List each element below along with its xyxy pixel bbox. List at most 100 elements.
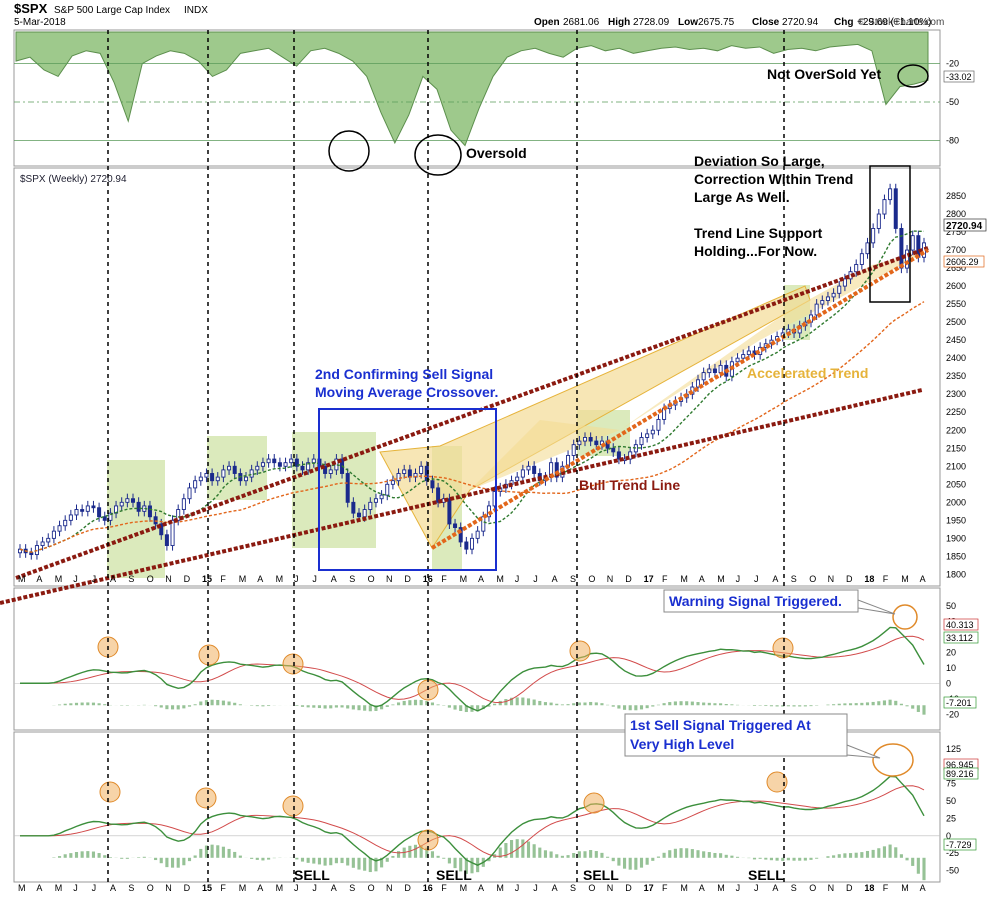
candle-body bbox=[379, 494, 384, 500]
macd-histogram-bar bbox=[775, 705, 779, 707]
candle-body bbox=[29, 552, 34, 556]
high-value: 2728.09 bbox=[633, 17, 670, 28]
macd-histogram-bar bbox=[894, 847, 898, 858]
ma-value: 2606.29 bbox=[946, 257, 979, 267]
macd-histogram-bar bbox=[176, 705, 180, 710]
chg-label: Chg bbox=[834, 17, 853, 28]
first-sell-line-1: 1st Sell Signal Triggered At bbox=[630, 717, 811, 733]
macd-histogram-bar bbox=[57, 704, 62, 706]
candle-body bbox=[453, 523, 458, 528]
candle-body bbox=[300, 465, 305, 471]
macd2-panel bbox=[13, 731, 941, 883]
price-tick-label: 2500 bbox=[946, 317, 966, 327]
candle-body bbox=[645, 433, 650, 438]
x-axis-label: A bbox=[699, 883, 705, 893]
candle-body bbox=[311, 458, 316, 464]
macd-histogram-bar bbox=[368, 705, 372, 712]
macd-tick-label: -20 bbox=[946, 709, 959, 719]
macd-histogram-bar bbox=[413, 699, 418, 706]
macd-histogram-bar bbox=[159, 857, 163, 864]
x-axis-label: D bbox=[625, 883, 632, 893]
x-axis-label: F bbox=[220, 883, 226, 893]
macd-histogram-bar bbox=[498, 847, 502, 858]
macd-histogram-bar bbox=[91, 851, 96, 858]
x-axis-label: M bbox=[717, 883, 725, 893]
macd-histogram-bar bbox=[464, 857, 468, 874]
candle-body bbox=[520, 469, 525, 478]
first-sell-callout: 1st Sell Signal Triggered At Very High L… bbox=[624, 713, 881, 759]
macd-histogram-bar bbox=[538, 847, 542, 858]
second-sell-line-1: 2nd Confirming Sell Signal bbox=[315, 366, 493, 382]
x-axis-label: M bbox=[239, 883, 247, 893]
macd-histogram-bar bbox=[752, 857, 757, 860]
x-axis-label: J bbox=[92, 574, 97, 584]
macd-histogram-bar bbox=[295, 857, 299, 860]
x-axis-label: O bbox=[147, 574, 154, 584]
macd-histogram-bar bbox=[526, 841, 531, 858]
macd1-value-3: -7.201 bbox=[946, 698, 972, 708]
macd-histogram-bar bbox=[594, 851, 598, 858]
macd-histogram-bar bbox=[125, 857, 129, 859]
macd-histogram-bar bbox=[882, 846, 887, 858]
candle-body bbox=[345, 473, 350, 503]
candle-body bbox=[108, 512, 113, 521]
macd-histogram-bar bbox=[267, 705, 271, 707]
macd-histogram-bar bbox=[690, 701, 694, 706]
macd-histogram-bar bbox=[899, 703, 903, 706]
candle-body bbox=[469, 537, 475, 550]
candle-body bbox=[515, 476, 520, 482]
candle-body bbox=[97, 507, 102, 518]
macd-histogram-bar bbox=[334, 857, 338, 864]
macd-histogram-bar bbox=[317, 857, 322, 865]
x-axis-label: A bbox=[478, 883, 484, 893]
candle-body bbox=[436, 487, 441, 503]
x-axis-label: A bbox=[257, 574, 263, 584]
candle-body bbox=[837, 285, 842, 294]
candle-body bbox=[475, 530, 480, 539]
macd-histogram-bar bbox=[526, 698, 531, 706]
candle-body bbox=[712, 368, 717, 374]
candle-body bbox=[187, 487, 192, 500]
candle-body bbox=[656, 418, 661, 431]
macd-histogram-bar bbox=[645, 857, 649, 865]
macd-histogram-bar bbox=[899, 854, 903, 858]
x-axis-label: J bbox=[515, 883, 520, 893]
candle-body bbox=[356, 512, 362, 518]
macd-histogram-bar bbox=[238, 855, 242, 858]
macd-histogram-bar bbox=[346, 857, 350, 866]
macd-histogram-bar bbox=[645, 705, 649, 709]
macd-histogram-bar bbox=[176, 857, 180, 868]
x-axis-label: O bbox=[588, 883, 595, 893]
x-axis-label: 18 bbox=[864, 883, 874, 893]
candle-body bbox=[854, 264, 859, 273]
x-axis-label: J bbox=[754, 574, 759, 584]
candle-body bbox=[51, 530, 56, 539]
macd-histogram-bar bbox=[543, 702, 548, 706]
macd-histogram-bar bbox=[860, 702, 864, 706]
macd1-value-2: 33.112 bbox=[946, 633, 973, 643]
candle-body bbox=[147, 505, 152, 518]
macd-histogram-bar bbox=[430, 702, 435, 706]
candle-body bbox=[532, 465, 537, 474]
candle-body bbox=[916, 235, 921, 258]
first-sell-line-2: Very High Level bbox=[630, 736, 734, 752]
price-tick-label: 2600 bbox=[946, 281, 966, 291]
candle-body bbox=[210, 473, 215, 482]
candle-body bbox=[701, 372, 706, 381]
macd-histogram-bar bbox=[882, 700, 887, 706]
macd-histogram-bar bbox=[911, 705, 915, 709]
macd-histogram-bar bbox=[154, 705, 158, 707]
macd-histogram-bar bbox=[312, 857, 316, 864]
candle-body bbox=[362, 509, 367, 518]
macd-histogram-bar bbox=[323, 857, 327, 866]
macd-tick-label: 50 bbox=[946, 601, 956, 611]
macd-tick-label: 25 bbox=[946, 813, 956, 823]
macd-histogram-bar bbox=[606, 856, 610, 858]
candle-body bbox=[373, 498, 378, 503]
macd-histogram-bar bbox=[238, 704, 242, 706]
x-axis-label: D bbox=[404, 574, 411, 584]
x-axis-label: J bbox=[754, 883, 759, 893]
candle-body bbox=[419, 465, 424, 474]
macd-tick-label: 75 bbox=[946, 779, 956, 789]
